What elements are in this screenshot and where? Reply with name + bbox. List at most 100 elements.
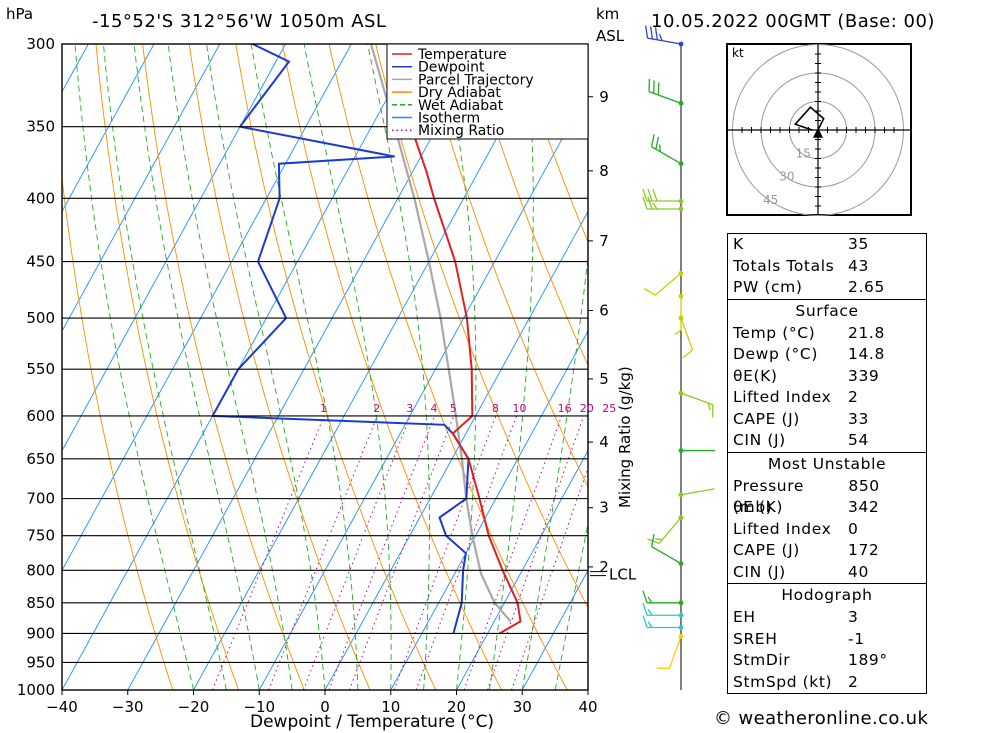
lcl-label: LCL [609,566,637,584]
mixing-ratio-label: 3 [406,402,413,415]
wind-barb-feather [647,188,653,202]
wet-adiabat-line [488,44,534,690]
wind-barb-feather [647,596,653,604]
index-label: PW (cm) [733,278,803,296]
most-unstable-value: 850 [848,476,880,495]
surface-value: 33 [848,409,869,428]
most-unstable-label: θE (K) [733,498,784,516]
most-unstable-label: Lifted Index [733,519,832,538]
mixing-ratio-label: 20 [580,402,594,415]
dry-adiabat-line [95,44,239,690]
hodograph-label: StmSpd (kt) [733,672,833,691]
plot-frame [61,43,589,691]
wind-barb-feather [654,27,659,40]
wind-barb-feather [645,25,649,39]
mixing-ratio-line [328,415,435,690]
wind-barb [650,533,684,566]
legend-label: Parcel Trajectory [418,72,534,88]
most-unstable-label: CIN (J) [733,562,786,581]
wind-barb-column [642,25,715,690]
wind-barb-staff [647,37,682,45]
pressure-tick-label: 400 [26,189,55,207]
pressure-tick-label: 750 [26,527,55,545]
hodograph-row: StmSpd (kt) 2 [728,672,926,694]
km-label: 4 [599,433,609,451]
profile-temperature [396,44,522,635]
wind-barb [674,293,684,335]
legend-label: Dewpoint [418,60,485,76]
asl-label: ASL [596,27,625,45]
wind-barb [642,188,684,204]
dry-adiabat-line [468,44,588,367]
index-label: Totals Totals [733,256,835,275]
copyright[interactable]: © weatheronline.co.uk [714,708,929,729]
hodograph-ring-label: 30 [779,170,794,184]
wet-adiabat-line [206,44,326,690]
hodograph-value: 3 [848,608,859,626]
x-tick-label: −20 [178,698,210,716]
index-row: Totals Totals 43 [728,256,926,278]
pressure-tick-label: 500 [26,309,55,327]
surface-value: 2 [848,388,859,406]
storm-motion-marker [813,127,823,138]
wind-barb-feather [650,533,655,547]
wind-barb-feather [642,188,648,202]
wind-barb [643,270,684,296]
surface-label: Dewp (°C) [733,345,818,363]
mixing-ratio-label: 5 [450,402,457,415]
pressure-tick-label: 600 [26,407,55,425]
wind-barb [642,196,684,212]
index-value: 35 [848,235,869,253]
hodograph-value: 2 [848,672,859,691]
hodograph-row: StmDir 189° [728,650,926,672]
wind-barb [642,615,684,630]
hodograph-value: -1 [848,629,865,648]
pressure-tick-label: 950 [26,653,55,671]
pressure-tick-label: 300 [26,35,55,53]
most-unstable-label: Pressure (mb) [733,476,804,517]
most-unstable-row: CAPE (J) 172 [728,540,926,562]
pressure-tick-label: 450 [26,253,55,271]
wet-adiabat-line [250,44,359,690]
mixing-ratio-label: 8 [492,402,499,415]
isotherm-line [0,44,23,690]
wind-barb [656,634,684,670]
wind-barb-feather [642,615,648,628]
wind-barb-feather [649,26,654,40]
wind-barb-dot [678,612,684,618]
km-label: 9 [599,88,609,106]
surface-label: CAPE (J) [733,409,800,428]
km-label: 3 [599,499,609,517]
wet-adiabat-line [167,44,293,690]
legend-label: Temperature [417,47,507,63]
surface-row: Temp (°C) 21.8 [728,323,926,345]
date-title: 10.05.2022 00GMT (Base: 00) [651,11,935,32]
hodograph-section: Hodograph EH 3 SREH -1 StmDir 189° StmSpd (kt)… [727,583,927,694]
wet-adiabat-line [74,44,194,690]
pressure-tick-label: 350 [26,118,55,136]
hodograph-trace [793,106,825,131]
most-unstable-section: Most Unstable Pressure (mb) 850 θE (K) 342 L… [727,451,927,584]
km-label: 8 [599,162,609,180]
wind-barb [642,590,684,606]
mixing-ratio-label: 1 [320,402,327,415]
most-unstable-row: CIN (J) 40 [728,562,926,584]
wind-barb-feather [642,590,648,604]
isotherm-line [62,44,286,452]
wet-adiabat-line [554,520,588,690]
location-title: -15°52'S 312°56'W 1050m ASL [92,11,386,32]
wet-adiabat-line [102,44,227,690]
dry-adiabat-line [235,44,437,690]
surface-section: Surface Temp (°C) 21.8 Dewp (°C) 14.8 θE(K) 3… [727,298,927,452]
surface-label: Lifted Index [733,388,832,406]
most-unstable-value: 40 [848,562,869,581]
wind-barb-feather [643,288,656,296]
most-unstable-row: Lifted Index 0 [728,519,926,541]
wind-barb-feather [652,188,658,202]
wind-barb-feather [642,603,648,616]
wind-barb-dot [678,600,684,606]
surface-label: θE(K) [733,366,778,385]
wind-barb-staff [658,517,682,544]
km-label: 5 [599,370,609,388]
